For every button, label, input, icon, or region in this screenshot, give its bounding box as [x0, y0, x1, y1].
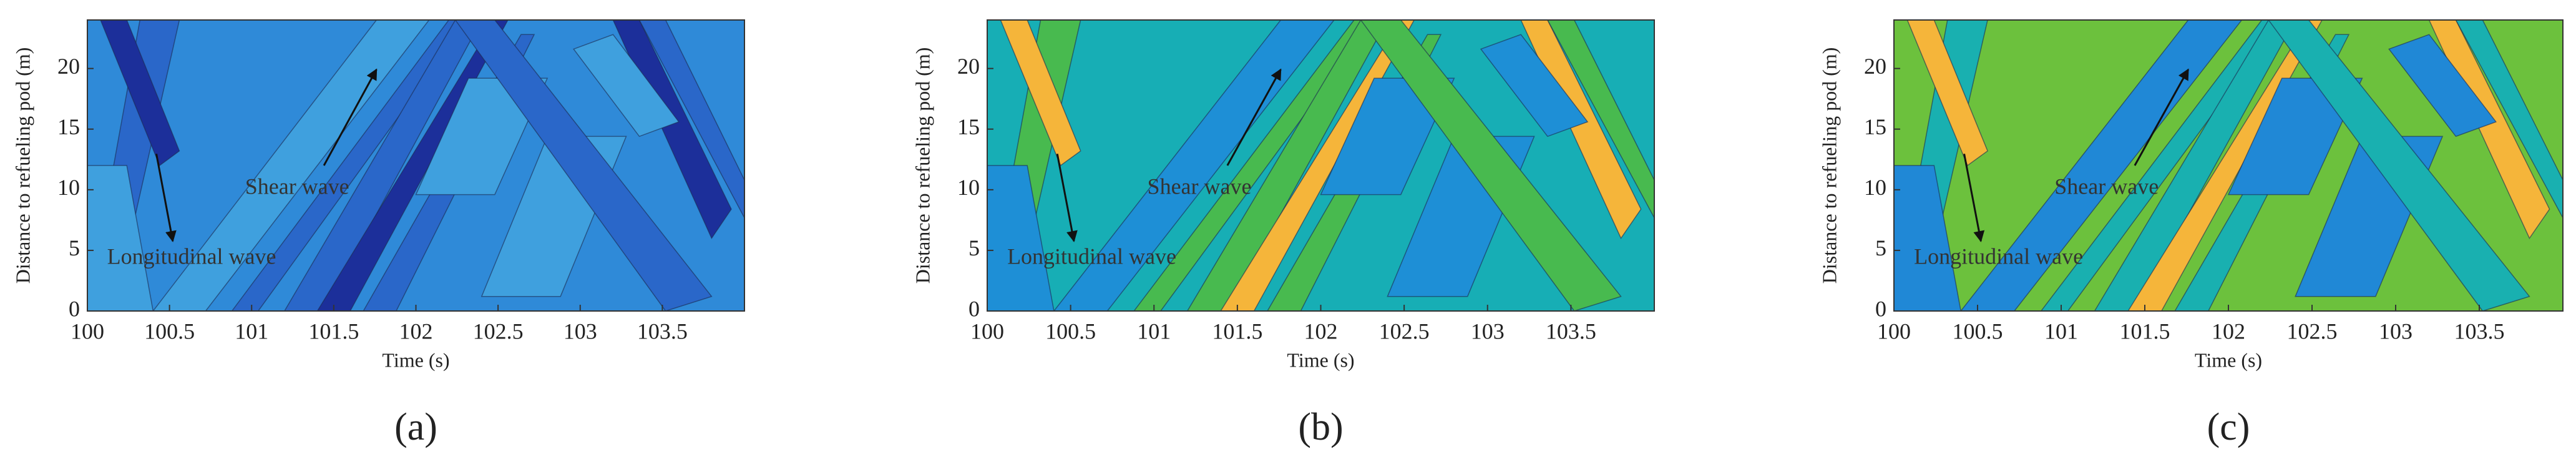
contour-bands — [1894, 20, 2563, 311]
y-tick-label: 20 — [957, 54, 980, 79]
y-tick-label: 0 — [968, 296, 980, 321]
y-tick-label: 0 — [1875, 296, 1886, 321]
x-tick-label: 100.5 — [144, 318, 195, 343]
y-axis-label: Distance to refueling pod (m) — [11, 47, 34, 284]
y-tick-label: 15 — [1864, 114, 1886, 139]
annotation: Shear wave — [2054, 174, 2159, 199]
x-tick-label: 103.5 — [637, 318, 688, 343]
y-tick-label: 0 — [69, 296, 80, 321]
x-tick-label: 101 — [2044, 318, 2078, 343]
y-axis-label: Distance to refueling pod (m) — [1818, 47, 1840, 284]
x-tick-label: 101 — [235, 318, 268, 343]
annotation: Shear wave — [245, 174, 349, 199]
x-tick-label: 103.5 — [2454, 318, 2505, 343]
x-tick-label: 101.5 — [1212, 318, 1262, 343]
annotation: Longitudinal wave — [1007, 244, 1176, 269]
contour-region — [316, 20, 509, 311]
contour-region — [1480, 34, 1589, 137]
contour-region — [2040, 20, 2283, 311]
contour-region — [2268, 20, 2530, 311]
contour-region — [284, 20, 482, 311]
annotation-arrow — [2134, 68, 2189, 166]
y-tick-label: 5 — [968, 235, 980, 260]
y-axis-label: Distance to refueling pod (m) — [911, 47, 934, 284]
panel: 100 100.5 101 101.5 102 102.5 103 103.5 0 5 10 15 20… — [1818, 19, 2564, 448]
x-tick-label: 102.5 — [473, 318, 524, 343]
contour-region — [1960, 20, 2243, 311]
y-tick-label: 20 — [57, 54, 80, 79]
y-tick-label: 10 — [957, 175, 980, 200]
contour-region — [2094, 20, 2296, 311]
contour-bands — [87, 20, 744, 311]
y-tick-label: 10 — [1864, 175, 1886, 200]
x-axis-label: Time (s) — [382, 348, 449, 371]
panel-label: (c) — [2207, 406, 2250, 448]
x-tick-label: 102.5 — [2287, 318, 2338, 343]
x-tick-label: 100.5 — [1953, 318, 2003, 343]
contour-region — [1360, 20, 1622, 311]
annotation: Shear wave — [1148, 174, 1252, 199]
x-tick-label: 102 — [1304, 318, 1338, 343]
x-tick-label: 100.5 — [1045, 318, 1096, 343]
annotation-arrow — [323, 68, 378, 166]
contour-region — [2388, 34, 2497, 137]
annotation-arrow — [1963, 154, 1985, 242]
panel: 100 100.5 101 101.5 102 102.5 103 103.5 0 5 10 15 20… — [11, 19, 745, 448]
x-axis-label: Time (s) — [1287, 348, 1354, 371]
contour-region — [1220, 20, 1415, 311]
contour-region — [573, 34, 680, 137]
y-tick-label: 5 — [69, 235, 80, 260]
x-tick-label: 103 — [564, 318, 597, 343]
contour-region — [87, 165, 154, 311]
contour-region — [1894, 165, 1961, 311]
annotation: Longitudinal wave — [1914, 244, 2083, 269]
contour-region — [1000, 20, 1081, 167]
y-tick-label: 15 — [57, 114, 80, 139]
contour-region — [454, 20, 713, 311]
contour-region — [1547, 20, 1654, 219]
annotation-arrow — [1226, 68, 1282, 166]
panel-label: (a) — [394, 406, 437, 448]
contour-bands — [987, 20, 1654, 311]
x-tick-label: 102.5 — [1379, 318, 1430, 343]
y-tick-label: 10 — [57, 175, 80, 200]
annotation-arrow — [1056, 154, 1078, 242]
annotation: Longitudinal wave — [107, 244, 276, 269]
contour-region — [2127, 20, 2323, 311]
x-tick-label: 100 — [71, 318, 104, 343]
contour-region — [415, 77, 549, 195]
x-tick-label: 103 — [1471, 318, 1505, 343]
contour-region — [638, 20, 744, 219]
y-tick-label: 20 — [1864, 54, 1886, 79]
x-tick-label: 103.5 — [1546, 318, 1596, 343]
x-tick-label: 103 — [2379, 318, 2413, 343]
x-axis-label: Time (s) — [2195, 348, 2262, 371]
x-tick-label: 100 — [1877, 318, 1911, 343]
y-tick-label: 5 — [1875, 235, 1886, 260]
panel: 100 100.5 101 101.5 102 102.5 103 103.5 0 5 10 15 20… — [911, 19, 1655, 448]
x-tick-label: 102 — [2212, 318, 2245, 343]
contour-region — [2455, 20, 2563, 219]
contour-region — [1320, 77, 1455, 195]
annotation-arrow — [155, 154, 177, 242]
x-tick-label: 101.5 — [308, 318, 359, 343]
contour-region — [1053, 20, 1335, 311]
x-tick-label: 100 — [970, 318, 1004, 343]
contour-region — [152, 20, 430, 311]
panel-label: (b) — [1298, 406, 1343, 448]
contour-region — [1133, 20, 1375, 311]
contour-region — [987, 165, 1055, 311]
contour-region — [1186, 20, 1388, 311]
x-tick-label: 102 — [399, 318, 433, 343]
x-tick-label: 101.5 — [2120, 318, 2170, 343]
x-tick-label: 101 — [1137, 318, 1171, 343]
contour-region — [1906, 20, 1988, 167]
y-tick-label: 15 — [957, 114, 980, 139]
contour-region — [231, 20, 469, 311]
contour-region — [100, 20, 180, 167]
contour-region — [2227, 77, 2363, 195]
